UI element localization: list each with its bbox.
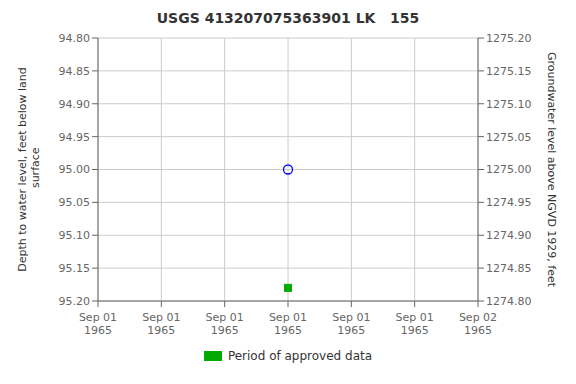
svg-text:94.90: 94.90 (59, 98, 91, 111)
svg-text:Sep 011965: Sep 011965 (79, 311, 117, 337)
html-text:Period of approved data: Period of approved data (227, 349, 373, 363)
svg-text:Sep 011965: Sep 011965 (396, 311, 434, 337)
svg-text:1275.20: 1275.20 (486, 32, 532, 45)
svg-text:94.85: 94.85 (59, 65, 91, 78)
svg-text:Depth to water level, feet bel: Depth to water level, feet below land su… (16, 67, 42, 272)
svg-text:1274.95: 1274.95 (486, 196, 532, 209)
svg-text:95.10: 95.10 (59, 229, 91, 242)
svg-text:Groundwater level above NGVD 1: Groundwater level above NGVD 1929, feet (545, 52, 558, 288)
html-text:USGS 413207075363901 LK 155: USGS 413207075363901 LK 155 (156, 10, 420, 26)
svg-text:1275.10: 1275.10 (486, 98, 532, 111)
svg-text:1274.85: 1274.85 (486, 262, 532, 275)
svg-text:95.15: 95.15 (59, 262, 91, 275)
svg-text:Sep 011965: Sep 011965 (269, 311, 307, 337)
svg-text:95.00: 95.00 (59, 163, 91, 176)
svg-text:Sep 011965: Sep 011965 (206, 311, 244, 337)
svg-text:94.80: 94.80 (59, 32, 91, 45)
svg-text:1275.05: 1275.05 (486, 131, 532, 144)
svg-text:Sep 021965: Sep 021965 (459, 311, 497, 337)
svg-text:Sep 011965: Sep 011965 (142, 311, 180, 337)
svg-text:1274.90: 1274.90 (486, 229, 532, 242)
svg-text:95.05: 95.05 (59, 196, 91, 209)
svg-text:95.20: 95.20 (59, 295, 91, 308)
svg-text:94.95: 94.95 (59, 131, 91, 144)
svg-text:1275.15: 1275.15 (486, 65, 532, 78)
svg-text:1275.00: 1275.00 (486, 163, 532, 176)
svg-text:1274.80: 1274.80 (486, 295, 532, 308)
svg-text:Sep 011965: Sep 011965 (332, 311, 370, 337)
